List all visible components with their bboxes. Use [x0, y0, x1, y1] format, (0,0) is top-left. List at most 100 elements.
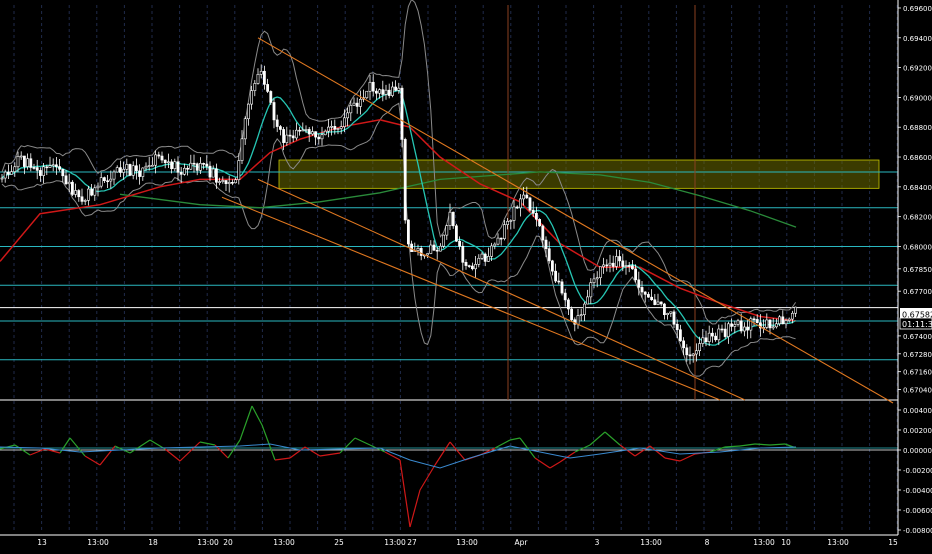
candle-body — [227, 182, 231, 185]
candle-body — [378, 89, 382, 94]
candle-body — [58, 166, 62, 170]
oscillator-segment — [339, 437, 356, 454]
candle-body — [685, 347, 689, 356]
oscillator-segment — [664, 457, 681, 462]
candle-body — [342, 117, 346, 127]
price-axis-label: 0.69000 — [903, 94, 932, 102]
candle-body — [454, 225, 458, 242]
candle-body — [742, 326, 746, 332]
candle-body — [99, 177, 103, 187]
candle-body — [352, 102, 356, 106]
oscillator-segment — [44, 448, 61, 454]
candle-body — [694, 350, 698, 355]
current-price-label: 0.67582 — [902, 311, 932, 320]
candle-body — [365, 90, 369, 99]
candle-body — [301, 129, 305, 132]
candle-body — [269, 91, 273, 103]
candle-body — [688, 354, 692, 357]
oscillator-axis-label: -0.00200 — [903, 467, 932, 475]
oscillator-axis-label: 0.00200 — [903, 427, 932, 435]
candle-body — [496, 237, 500, 245]
oscillator-axis-label: 0.00000 — [903, 447, 932, 455]
candle-body — [659, 301, 663, 305]
time-axis-label: 13:00 — [753, 538, 775, 547]
candle-body — [406, 219, 410, 245]
candle-body — [349, 105, 353, 114]
oscillator-segment — [604, 431, 621, 446]
candle-body — [474, 264, 478, 270]
candle-body — [29, 158, 33, 168]
countdown-box — [899, 317, 932, 330]
oscillator-segment — [519, 437, 536, 459]
candle-body — [589, 282, 593, 298]
candle-body — [336, 128, 340, 130]
current-price-box — [900, 308, 932, 320]
candle-body — [794, 306, 798, 314]
oscillator-segment — [769, 443, 786, 446]
candle-body — [627, 265, 631, 267]
candle-body — [35, 167, 39, 171]
oscillator-segment — [509, 437, 521, 441]
candle-body — [163, 159, 167, 164]
candle-body — [215, 168, 218, 183]
candle-body — [560, 281, 564, 294]
candle-body — [608, 262, 612, 266]
price-axis-label: 0.67700 — [903, 288, 932, 296]
time-axis-label: 8 — [705, 538, 710, 547]
candle-body — [106, 180, 110, 183]
price-axis-label: 0.69200 — [903, 65, 932, 73]
time-axis-label: 18 — [148, 538, 158, 547]
time-axis-label: 13:00 — [197, 538, 219, 547]
ma-green-line — [119, 171, 797, 228]
candle-body — [650, 296, 654, 301]
oscillator-segment — [251, 405, 263, 426]
oscillator-segment — [129, 439, 151, 454]
time-axis-label: 20 — [223, 538, 233, 547]
candle-body — [643, 291, 647, 295]
candle-body — [237, 160, 241, 181]
candle-body — [445, 225, 449, 236]
candle-body — [314, 131, 318, 138]
candle-body — [282, 129, 286, 143]
candle-body — [240, 138, 244, 161]
candle-body — [710, 332, 714, 337]
candle-body — [736, 320, 740, 325]
candle-body — [410, 243, 414, 252]
candle-body — [22, 155, 26, 167]
candle-body — [592, 278, 596, 283]
candle-body — [387, 89, 391, 96]
candle-body — [733, 324, 737, 327]
candle-body — [602, 264, 606, 268]
candle-body — [451, 211, 455, 227]
candle-body — [189, 162, 193, 170]
candle-body — [179, 172, 183, 175]
candle-body — [512, 206, 516, 221]
candle-body — [586, 296, 590, 305]
oscillator-segment — [304, 446, 321, 457]
candle-body — [173, 161, 177, 170]
price-axis-label: 0.68000 — [903, 243, 932, 251]
time-axis-label: 27 — [407, 538, 417, 547]
candle-body — [682, 340, 686, 349]
candle-body — [598, 266, 602, 278]
candle-body — [746, 326, 750, 331]
candle-body — [435, 249, 439, 252]
oscillator-segment — [261, 424, 276, 461]
candle-body — [493, 243, 497, 247]
candle-body — [442, 234, 446, 247]
oscillator-segment — [84, 455, 101, 466]
oscillator-segment — [419, 464, 436, 491]
candle-body — [701, 337, 705, 344]
candle-body — [138, 170, 142, 177]
candle-body — [576, 315, 580, 325]
trend-channel-line — [221, 196, 721, 401]
candle-body — [640, 287, 644, 293]
price-axis-label: 0.69600 — [903, 5, 932, 13]
candle-body — [151, 164, 154, 167]
oscillator-segment — [449, 441, 466, 461]
oscillator-segment — [274, 457, 291, 461]
candle-body — [51, 164, 55, 167]
candle-body — [630, 265, 634, 270]
